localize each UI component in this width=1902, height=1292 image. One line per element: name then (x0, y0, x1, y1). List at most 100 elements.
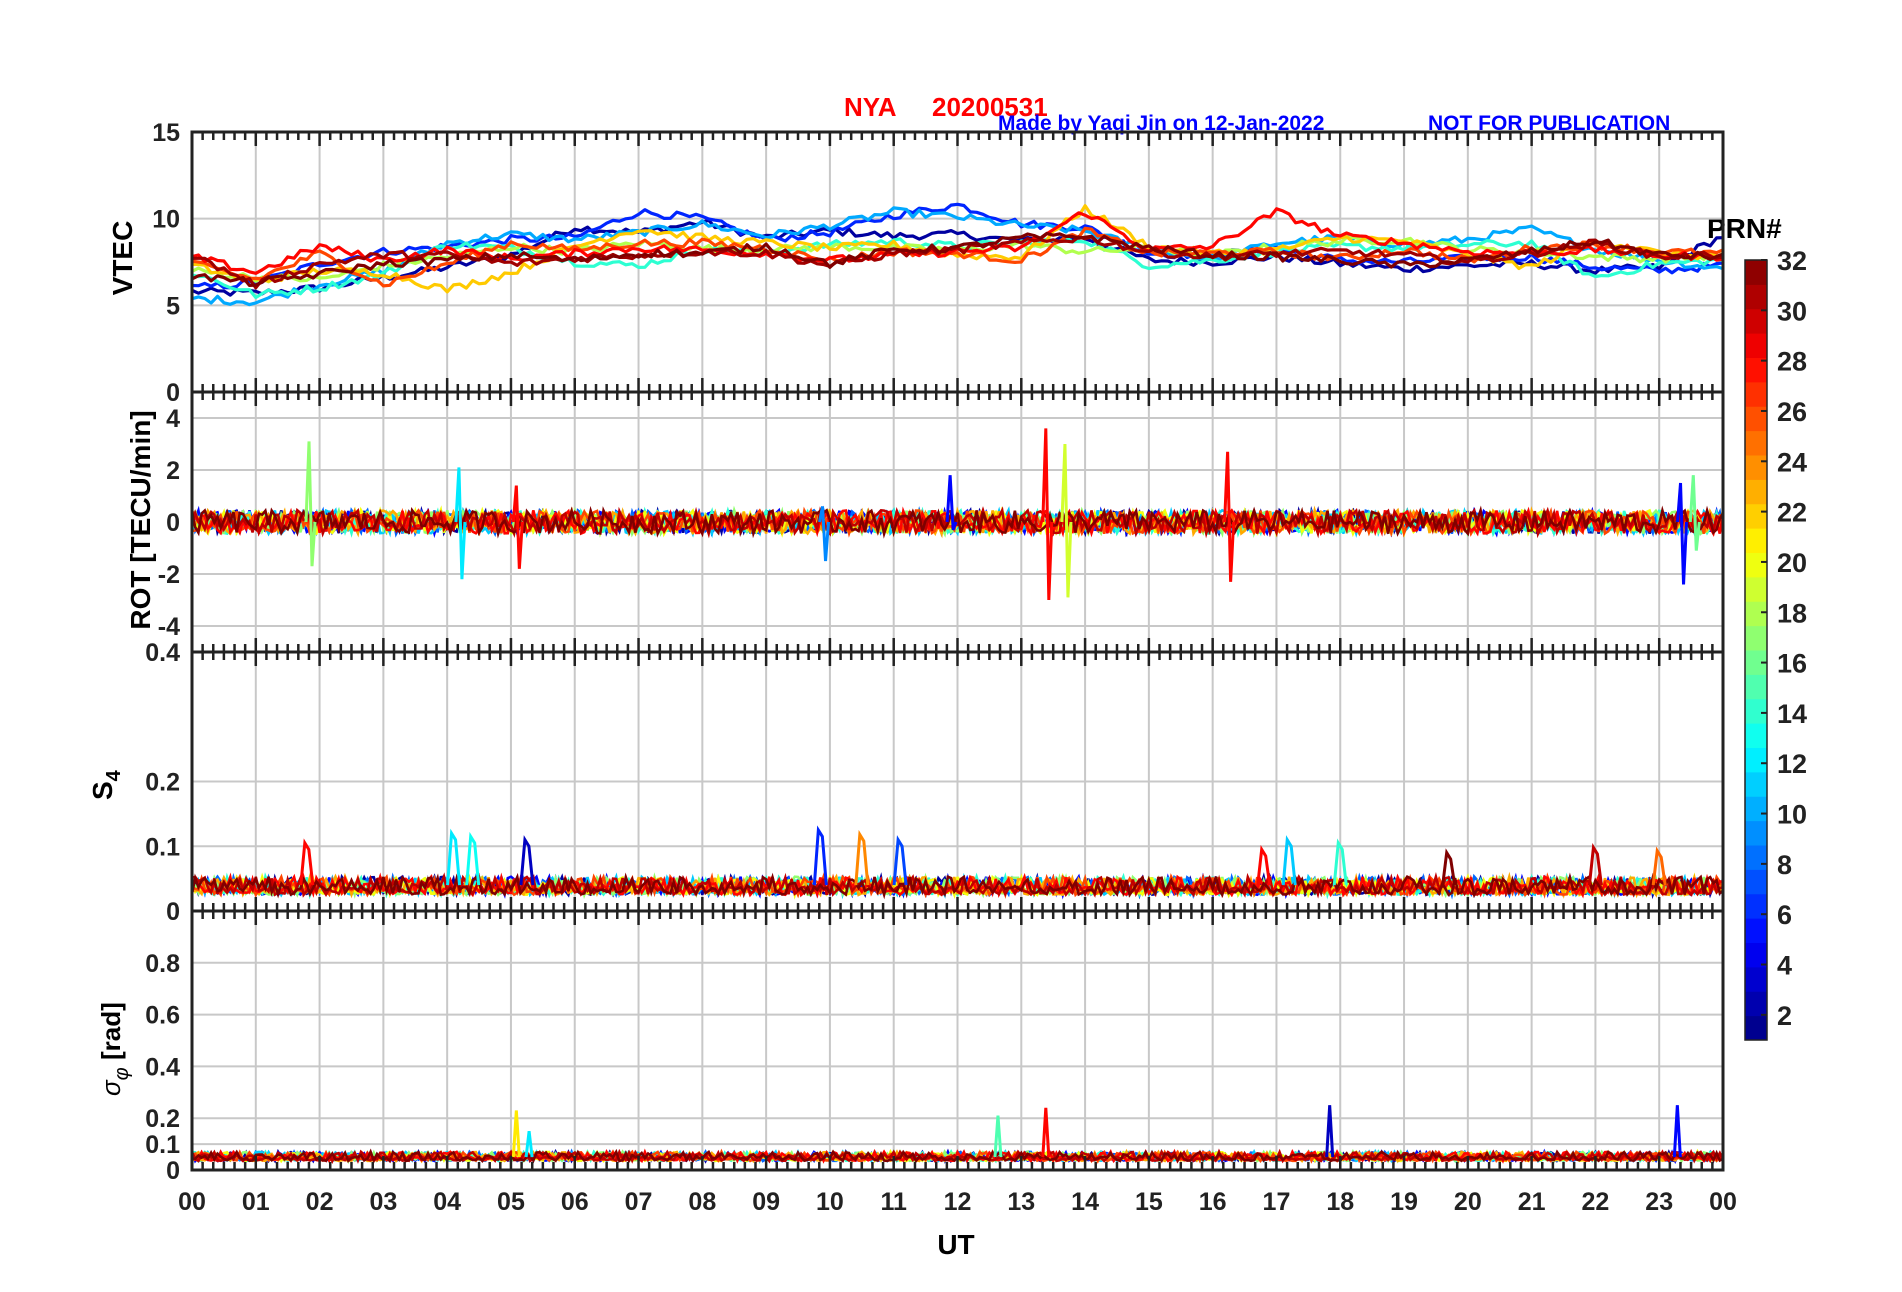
rot-spike (454, 467, 467, 580)
rot-spike (818, 506, 831, 562)
colorbar-tick-label: 32 (1777, 246, 1807, 276)
xtick-label: 15 (1135, 1188, 1163, 1216)
colorbar-segment (1745, 308, 1767, 334)
sigma-phi-ytick-label: 0.1 (145, 1131, 180, 1159)
s4-series-32 (190, 872, 1724, 900)
colorbar-segment (1745, 601, 1767, 627)
ylabel-s4-main: S (87, 781, 118, 800)
rot-spike (1041, 428, 1054, 601)
colorbar-segment (1745, 552, 1767, 578)
vtec-series-22 (191, 204, 1724, 294)
xtick-label: 02 (306, 1188, 334, 1216)
ylabel-rot: ROT [TECU/min] (125, 410, 156, 629)
rot-spike (304, 441, 317, 567)
colorbar-segment (1745, 430, 1767, 456)
colorbar-segment (1745, 260, 1767, 285)
ylabel-sigma-sub: φ (111, 1067, 133, 1080)
xtick-label: 16 (1199, 1188, 1227, 1216)
s4-ytick-label: 0.2 (145, 769, 180, 797)
colorbar-tick-label: 26 (1777, 397, 1807, 427)
colorbar-segment (1745, 820, 1767, 846)
colorbar-tick-label: 14 (1777, 699, 1807, 729)
colorbar-segment (1745, 333, 1767, 358)
xtick-label: 21 (1518, 1188, 1546, 1216)
s4-spike (1256, 845, 1272, 886)
ylabel-vtec: VTEC (107, 221, 138, 296)
colorbar-segment (1745, 942, 1767, 968)
vtec-ytick-label: 15 (152, 119, 180, 147)
colorbar-tick-label: 6 (1777, 900, 1792, 930)
xtick-label: 05 (497, 1188, 525, 1216)
labels-layer: VTEC ROT [TECU/min] S4 σφ [rad] UT (87, 221, 975, 1260)
s4-spike (812, 825, 828, 886)
s4-ytick-label: 0.4 (145, 639, 180, 667)
colorbar-segment (1745, 845, 1767, 870)
s4-ytick-label: 0.1 (145, 833, 180, 861)
colorbar-segment (1745, 966, 1767, 992)
xtick-label: 00 (178, 1188, 206, 1216)
xtick-label: 22 (1582, 1188, 1610, 1216)
s4-spike (1281, 835, 1297, 886)
xtick-label: 07 (625, 1188, 653, 1216)
s4-spike (1332, 838, 1348, 886)
vtec-series-10 (191, 206, 1724, 307)
colorbar-segment (1745, 479, 1767, 505)
colorbar-tick-label: 18 (1777, 598, 1807, 628)
colorbar-segment (1745, 650, 1767, 675)
sigma-spike (1672, 1105, 1682, 1158)
colorbar-segment (1745, 455, 1767, 480)
colorbar-tick-label: 24 (1777, 447, 1807, 477)
s4-spike (519, 835, 535, 886)
sigma-phi-ytick-label: 0.2 (145, 1105, 180, 1133)
rot-spike (1688, 475, 1701, 551)
colorbar-segment (1745, 698, 1767, 724)
s4-spike (299, 838, 315, 886)
ylabel-sigma: σφ [rad] (96, 1002, 133, 1096)
sigma-phi-series-28 (191, 1148, 1724, 1164)
colorbar-segment (1745, 747, 1767, 773)
rot-spike (945, 475, 958, 531)
sigma-spike (1325, 1105, 1335, 1158)
xtick-label: 23 (1645, 1188, 1673, 1216)
s4-spike (1651, 846, 1667, 886)
s4-spike (854, 829, 870, 886)
vtec-ytick-label: 5 (166, 292, 180, 320)
xtick-label: 20 (1454, 1188, 1482, 1216)
colorbar-segment (1745, 796, 1767, 822)
xtick-label: 08 (688, 1188, 716, 1216)
colorbar-tick-label: 12 (1777, 749, 1807, 779)
sigma-spike (524, 1130, 534, 1158)
vtec-series-32 (191, 231, 1724, 287)
colorbar-tick-label: 4 (1777, 951, 1792, 981)
colorbar-tick-label: 10 (1777, 800, 1807, 830)
xtick-label: 19 (1390, 1188, 1418, 1216)
ylabel-s4-sub: 4 (103, 769, 125, 781)
s4-ytick-label: 0 (166, 898, 180, 926)
colorbar-tick-label: 2 (1777, 1001, 1792, 1031)
ylabel-sigma-main: σ (96, 1079, 126, 1096)
sigma-phi-ytick-label: 0.8 (145, 950, 180, 978)
colorbar-segment (1745, 771, 1767, 797)
sigma-phi-ytick-label: 0 (166, 1157, 180, 1185)
colorbar-segment (1745, 723, 1767, 748)
data-layer (190, 202, 1725, 1165)
xtick-label: 11 (880, 1188, 907, 1216)
s4-spike (892, 835, 908, 886)
rot-ytick-label: 0 (166, 509, 180, 537)
colorbar-segment (1745, 284, 1767, 310)
rot-spike (1060, 443, 1073, 598)
colorbar-segment (1745, 918, 1767, 943)
colorbar-tick-label: 8 (1777, 850, 1792, 880)
colorbar-segment (1745, 869, 1767, 895)
colorbar-segment (1745, 893, 1767, 919)
xtick-label: 18 (1326, 1188, 1354, 1216)
xtick-label: 03 (369, 1188, 397, 1216)
sigma-spike (1041, 1107, 1051, 1158)
sigma-phi-ytick-label: 0.6 (145, 1002, 180, 1030)
colorbar-tick-label: 20 (1777, 548, 1807, 578)
colorbar-segment (1745, 381, 1767, 407)
colorbar-segment (1745, 1015, 1767, 1041)
xtick-label: 10 (816, 1188, 844, 1216)
xtick-label: 14 (1071, 1188, 1099, 1216)
